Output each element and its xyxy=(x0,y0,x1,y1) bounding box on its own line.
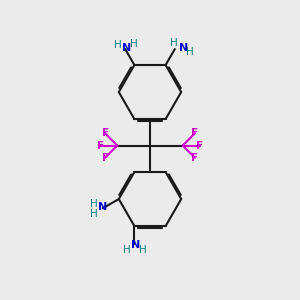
Text: H: H xyxy=(130,39,138,49)
Text: N: N xyxy=(131,240,140,250)
Text: H: H xyxy=(114,40,122,50)
Text: H: H xyxy=(90,209,98,219)
Text: F: F xyxy=(102,153,109,163)
Text: H: H xyxy=(170,38,178,47)
Text: F: F xyxy=(191,153,198,163)
Text: F: F xyxy=(102,128,109,138)
Text: H: H xyxy=(123,245,131,255)
Text: N: N xyxy=(122,43,131,52)
Text: F: F xyxy=(196,140,203,151)
Text: F: F xyxy=(97,140,104,151)
Text: H: H xyxy=(90,199,98,209)
Text: N: N xyxy=(178,44,188,53)
Text: F: F xyxy=(191,128,198,138)
Text: H: H xyxy=(186,47,194,57)
Text: H: H xyxy=(140,245,147,255)
Text: N: N xyxy=(98,202,107,212)
